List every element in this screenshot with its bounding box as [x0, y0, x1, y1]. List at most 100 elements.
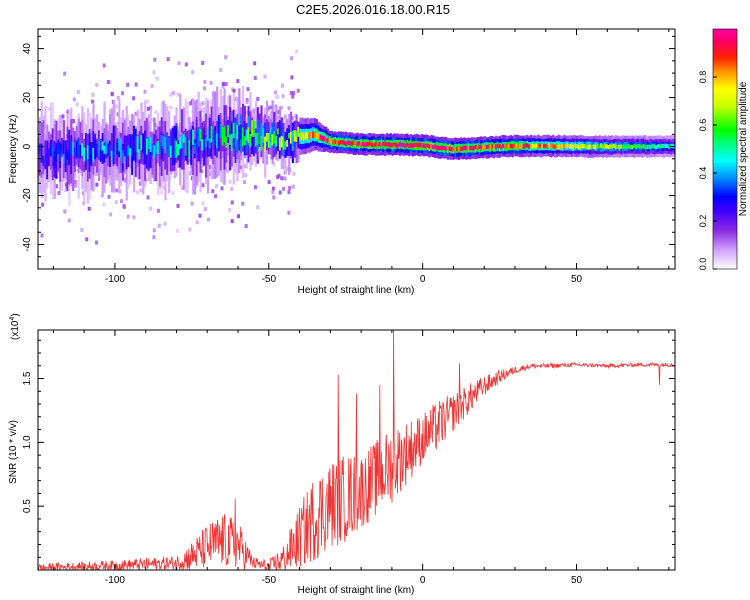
spectrum-cell: [264, 136, 267, 152]
spectrum-cell: [92, 147, 95, 162]
spectrum-cell: [500, 144, 503, 150]
spectrum-cell: [618, 145, 621, 150]
spectrum-cell: [592, 144, 595, 149]
spectrum-cell: [659, 143, 662, 149]
spectrum-cell: [494, 144, 498, 149]
spectrogram-y-label: Frequency (Hz): [8, 115, 19, 184]
spectrum-cell: [398, 142, 402, 147]
spectrum-cell: [614, 144, 618, 150]
spectrum-cell: [349, 140, 352, 146]
spectrum-cell: [627, 144, 631, 149]
spectrum-cell: [286, 139, 289, 147]
spectrum-cell: [110, 133, 114, 161]
snr-multiplier: (x104): [9, 313, 21, 340]
spectrum-cell: [147, 137, 150, 171]
noise-cell: [138, 181, 142, 186]
colorbar-label: Normalized spectral amplitude: [738, 81, 749, 216]
noise-cell: [156, 208, 160, 213]
spectrum-cell: [112, 125, 115, 165]
spectrum-cell: [323, 135, 326, 142]
noise-cell: [72, 97, 76, 102]
spectrogram-y-tick-label: -20: [22, 188, 33, 203]
snr-multiplier-base: (x10: [10, 320, 21, 340]
spectrum-cell: [406, 142, 409, 147]
spectrum-cell: [267, 133, 270, 148]
noise-cell: [54, 184, 58, 189]
noise-cell: [191, 70, 195, 75]
noise-cell: [114, 104, 118, 109]
spectrum-cell: [199, 128, 202, 142]
noise-cell: [253, 61, 257, 66]
spectrum-cell: [179, 136, 182, 149]
spectrum-cell: [101, 141, 104, 151]
spectrum-cell: [330, 138, 333, 144]
spectrum-cell: [107, 143, 110, 157]
spectrum-cell: [640, 145, 643, 150]
spectrum-cell: [522, 144, 525, 149]
spectrum-cell: [637, 143, 640, 149]
spectrum-cell: [217, 138, 221, 151]
noise-cell: [102, 63, 106, 68]
spectrum-cell: [537, 144, 540, 149]
noise-cell: [73, 183, 77, 188]
noise-cell: [224, 82, 228, 87]
spectrum-cell: [576, 144, 579, 149]
spectrum-cell: [363, 142, 367, 147]
spectrum-cell: [465, 145, 468, 151]
spectrum-cell: [480, 144, 483, 150]
snr-x-tick-label: 0: [420, 575, 426, 586]
noise-cell: [221, 84, 225, 89]
spectrum-cell: [616, 144, 619, 149]
spectrum-cell: [81, 143, 84, 156]
spectrum-cell: [572, 144, 575, 150]
noise-cell: [290, 56, 294, 61]
noise-cell: [152, 70, 156, 75]
spectrum-cell: [385, 142, 389, 147]
spectrum-cell: [105, 138, 108, 155]
spectrum-cell: [553, 144, 557, 150]
noise-cell: [154, 110, 158, 115]
spectrum-cell: [589, 144, 592, 149]
spectrum-cell: [221, 126, 224, 146]
spectrum-cell: [380, 142, 383, 148]
spectrum-cell: [638, 144, 642, 149]
spectrum-cell: [535, 143, 538, 149]
spectrum-cell: [596, 143, 599, 149]
spectrum-cell: [265, 133, 269, 142]
spectrum-cell: [605, 144, 608, 149]
noise-cell: [268, 105, 272, 110]
noise-cell: [279, 105, 283, 110]
spectrum-cell: [79, 144, 82, 159]
snr-y-tick-label: 1.0: [22, 435, 33, 449]
spectrum-cell: [232, 122, 235, 139]
spectrum-cell: [533, 144, 536, 149]
noise-cell: [63, 71, 67, 76]
noise-cell: [209, 169, 213, 174]
spectrum-cell: [206, 128, 210, 141]
noise-cell: [267, 180, 271, 185]
spectrum-cell: [590, 144, 594, 150]
spectrum-cell: [66, 149, 69, 160]
noise-cell: [243, 180, 247, 185]
spectrum-cell: [443, 145, 446, 151]
noise-cell: [157, 223, 161, 228]
spectrum-cell: [373, 142, 376, 148]
spectrum-cell: [607, 144, 610, 150]
spectrum-cell: [256, 132, 259, 145]
spectrum-cell: [134, 135, 138, 152]
noise-cell: [230, 219, 234, 224]
spectrum-cell: [253, 123, 256, 157]
spectrum-cell: [517, 144, 520, 149]
spectrum-cell: [635, 144, 638, 150]
snr-y-label: SNR (10 * v/v): [8, 420, 19, 484]
noise-cell: [189, 101, 193, 106]
spectrum-cell: [544, 143, 547, 149]
spectrum-cell: [254, 132, 258, 147]
spectrum-cell: [631, 144, 634, 150]
spectrum-cell: [408, 143, 411, 148]
spectrum-cell: [289, 132, 293, 156]
spectrum-cell: [664, 143, 667, 149]
spectrum-cell: [171, 133, 174, 148]
spectrum-cell: [295, 130, 298, 141]
spectrum-cell: [325, 137, 328, 143]
